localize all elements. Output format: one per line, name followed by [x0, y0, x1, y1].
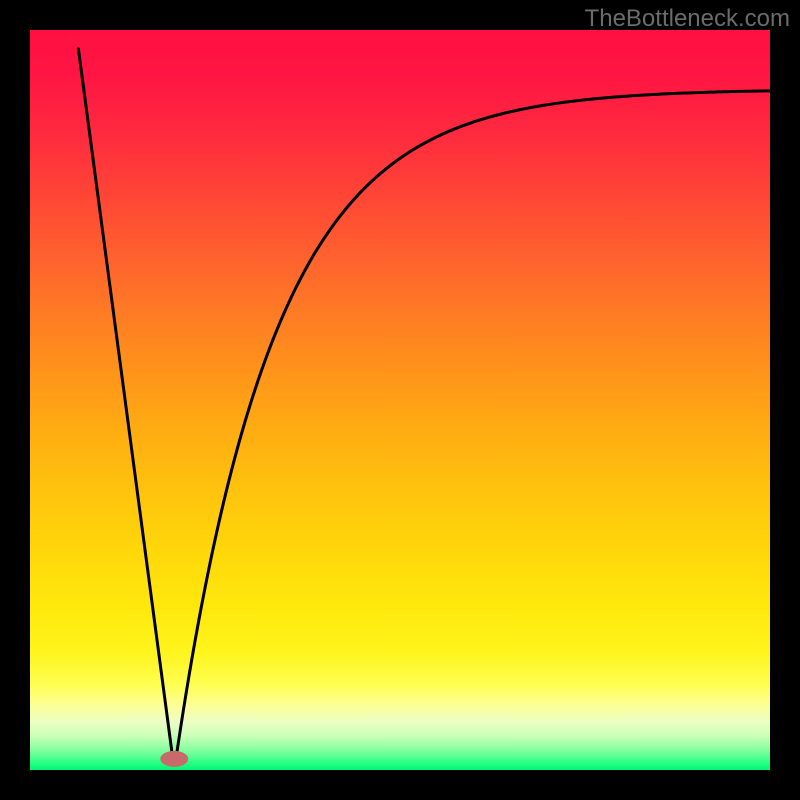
plot-background	[30, 30, 770, 770]
watermark-text: TheBottleneck.com	[585, 5, 790, 32]
chart-root: TheBottleneck.com	[0, 0, 800, 800]
chart-svg: TheBottleneck.com	[0, 0, 800, 800]
valley-marker	[160, 751, 188, 767]
